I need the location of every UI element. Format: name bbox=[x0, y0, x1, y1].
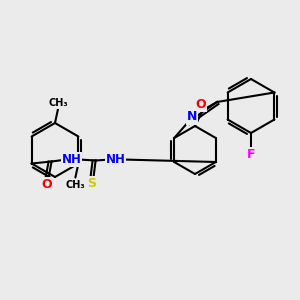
Text: O: O bbox=[41, 178, 52, 191]
Text: NH: NH bbox=[62, 153, 82, 166]
Text: NH: NH bbox=[106, 153, 126, 166]
Text: O: O bbox=[196, 98, 206, 110]
Text: S: S bbox=[87, 177, 96, 190]
Text: F: F bbox=[247, 148, 255, 160]
Text: CH₃: CH₃ bbox=[66, 179, 85, 190]
Text: N: N bbox=[187, 110, 197, 124]
Text: CH₃: CH₃ bbox=[48, 98, 68, 108]
